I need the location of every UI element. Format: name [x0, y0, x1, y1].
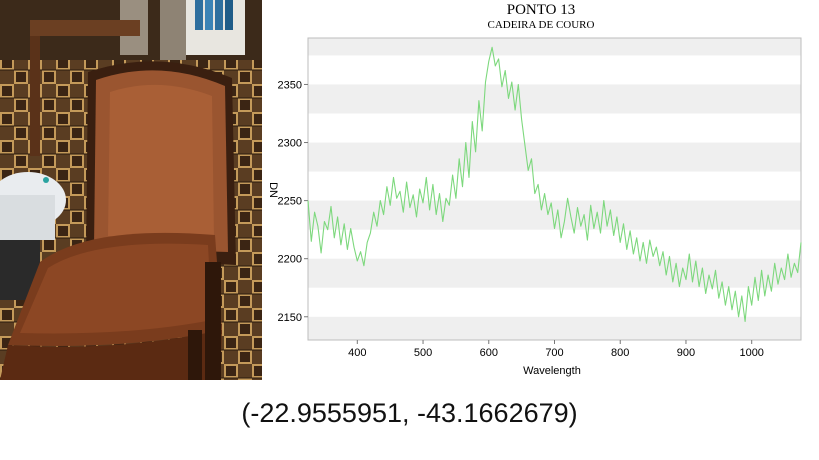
grid-band [308, 258, 801, 288]
y-axis-ticks: 2150 2200 2250 2300 2350 [278, 79, 308, 324]
spectrum-series-line [307, 46, 802, 322]
leather-chair-photo [0, 0, 262, 380]
grid-band [308, 38, 801, 56]
chart-subtitle: CADEIRA DE COURO [488, 19, 595, 31]
y-axis-label: DN [267, 182, 279, 198]
y-tick-label: 2200 [278, 254, 302, 266]
y-tick-label: 2150 [278, 312, 302, 324]
x-tick-label: 700 [545, 347, 563, 359]
x-tick-label: 500 [414, 347, 432, 359]
y-tick-label: 2250 [278, 196, 302, 208]
x-tick-label: 1000 [739, 347, 763, 359]
y-tick-label: 2300 [278, 138, 302, 150]
x-tick-label: 600 [480, 347, 498, 359]
chart-title: PONTO 13 [507, 2, 575, 18]
x-tick-label: 900 [677, 347, 695, 359]
y-tick-label: 2350 [278, 79, 302, 91]
x-axis-ticks: 400 500 600 700 800 900 1000 [348, 340, 764, 359]
grid-band [308, 316, 801, 340]
x-tick-label: 400 [348, 347, 366, 359]
grid-band [308, 84, 801, 114]
coordinates-caption: (-22.9555951, -43.1662679) [241, 398, 578, 428]
spectrum-chart: 400 500 600 700 800 900 1000 21502200225023002… [267, 2, 802, 377]
x-axis-label: Wavelength [523, 365, 581, 377]
spectrum-chart-panel: 400 500 600 700 800 900 1000 2150 2200 2250 2300 2… [262, 0, 819, 380]
grid-band [308, 142, 801, 172]
leather-chair-illustration [0, 0, 262, 380]
x-tick-label: 800 [611, 347, 629, 359]
series-group [307, 46, 802, 322]
